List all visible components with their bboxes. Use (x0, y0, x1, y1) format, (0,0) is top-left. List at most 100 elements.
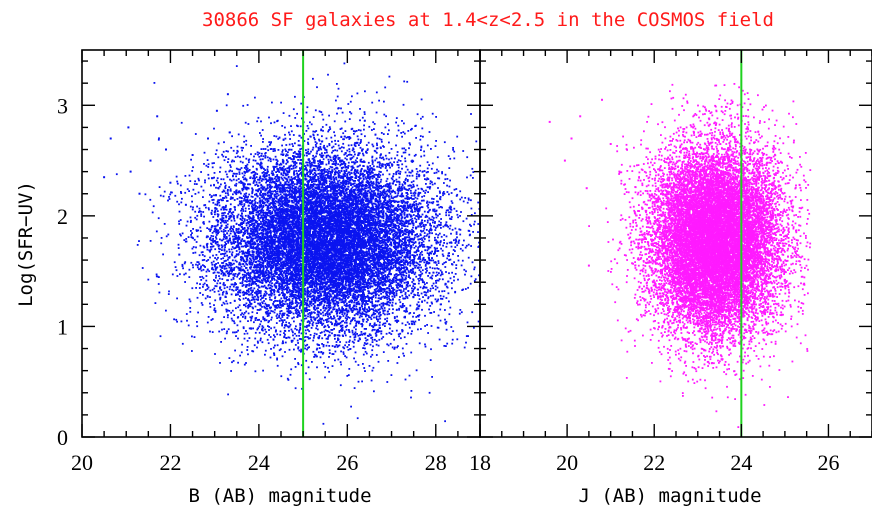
data-point (341, 311, 344, 313)
data-point (218, 293, 221, 296)
data-point (350, 405, 352, 408)
data-point (269, 231, 271, 234)
data-point (290, 148, 293, 151)
data-point (412, 254, 415, 257)
data-point (269, 229, 272, 232)
data-point (258, 179, 261, 181)
data-point (365, 352, 368, 355)
data-point (325, 171, 328, 173)
data-point (244, 210, 247, 212)
data-point (328, 160, 330, 163)
data-point (324, 252, 326, 254)
data-point (435, 227, 437, 229)
data-point (372, 206, 374, 209)
data-point (278, 263, 281, 266)
data-point (260, 209, 263, 211)
data-point (357, 185, 359, 188)
data-point (316, 366, 318, 369)
data-point (286, 227, 289, 230)
data-point (352, 161, 355, 163)
data-point (338, 288, 341, 291)
data-point (328, 143, 331, 145)
data-point (323, 211, 326, 214)
data-point (421, 279, 424, 282)
data-point (248, 284, 250, 287)
data-point (263, 167, 265, 170)
data-point (279, 317, 282, 320)
data-point (382, 312, 385, 315)
data-point (277, 194, 280, 197)
data-point (239, 276, 242, 279)
data-point (357, 154, 359, 157)
data-point (403, 214, 406, 216)
data-point (362, 279, 364, 282)
data-point (286, 298, 289, 301)
data-point (271, 245, 273, 248)
data-point (241, 149, 243, 152)
data-point (254, 278, 257, 281)
data-point (428, 239, 431, 242)
data-point (425, 178, 428, 181)
data-point (218, 330, 221, 333)
data-point (273, 236, 276, 238)
data-point (314, 183, 316, 186)
data-point (439, 269, 442, 272)
data-point (237, 306, 240, 309)
data-point (221, 262, 223, 264)
data-point (398, 289, 401, 291)
data-point (397, 159, 400, 162)
data-point (209, 193, 211, 196)
data-point (387, 344, 390, 347)
data-point (412, 271, 414, 274)
data-point (377, 214, 379, 216)
data-point (343, 258, 346, 261)
data-point (315, 218, 318, 221)
data-point (407, 252, 410, 254)
data-point (358, 316, 361, 319)
data-point (208, 220, 211, 223)
data-point (248, 327, 251, 330)
data-point (264, 278, 267, 280)
data-point (412, 198, 415, 200)
data-point (336, 297, 339, 300)
data-point (406, 213, 409, 216)
data-point (436, 204, 439, 206)
data-point (413, 238, 415, 240)
data-point (243, 337, 246, 340)
data-point (354, 336, 357, 338)
data-point (292, 213, 295, 216)
data-point (348, 239, 351, 241)
data-point (264, 275, 267, 278)
data-point (298, 291, 300, 294)
data-point (389, 161, 392, 164)
data-point (297, 159, 299, 161)
data-point (348, 339, 351, 342)
data-point (415, 275, 418, 278)
data-point (224, 219, 227, 222)
data-point (243, 167, 246, 169)
data-point (266, 310, 268, 313)
data-point (422, 199, 425, 202)
data-point (414, 189, 417, 192)
data-point (254, 282, 257, 285)
data-point (297, 125, 299, 128)
data-point (419, 270, 422, 273)
data-point (223, 266, 226, 268)
data-point (375, 195, 378, 198)
data-point (262, 205, 265, 208)
data-point (264, 279, 267, 282)
data-point (466, 176, 468, 179)
data-point (334, 291, 337, 293)
data-point (358, 186, 360, 189)
data-point (328, 273, 331, 276)
data-point (213, 271, 216, 274)
data-point (319, 145, 322, 148)
data-point (184, 191, 187, 194)
data-point (240, 209, 242, 212)
data-point (369, 278, 372, 281)
data-point (168, 290, 170, 293)
data-point (353, 185, 356, 187)
data-point (372, 266, 375, 269)
data-point (269, 160, 272, 163)
data-point (313, 332, 316, 335)
